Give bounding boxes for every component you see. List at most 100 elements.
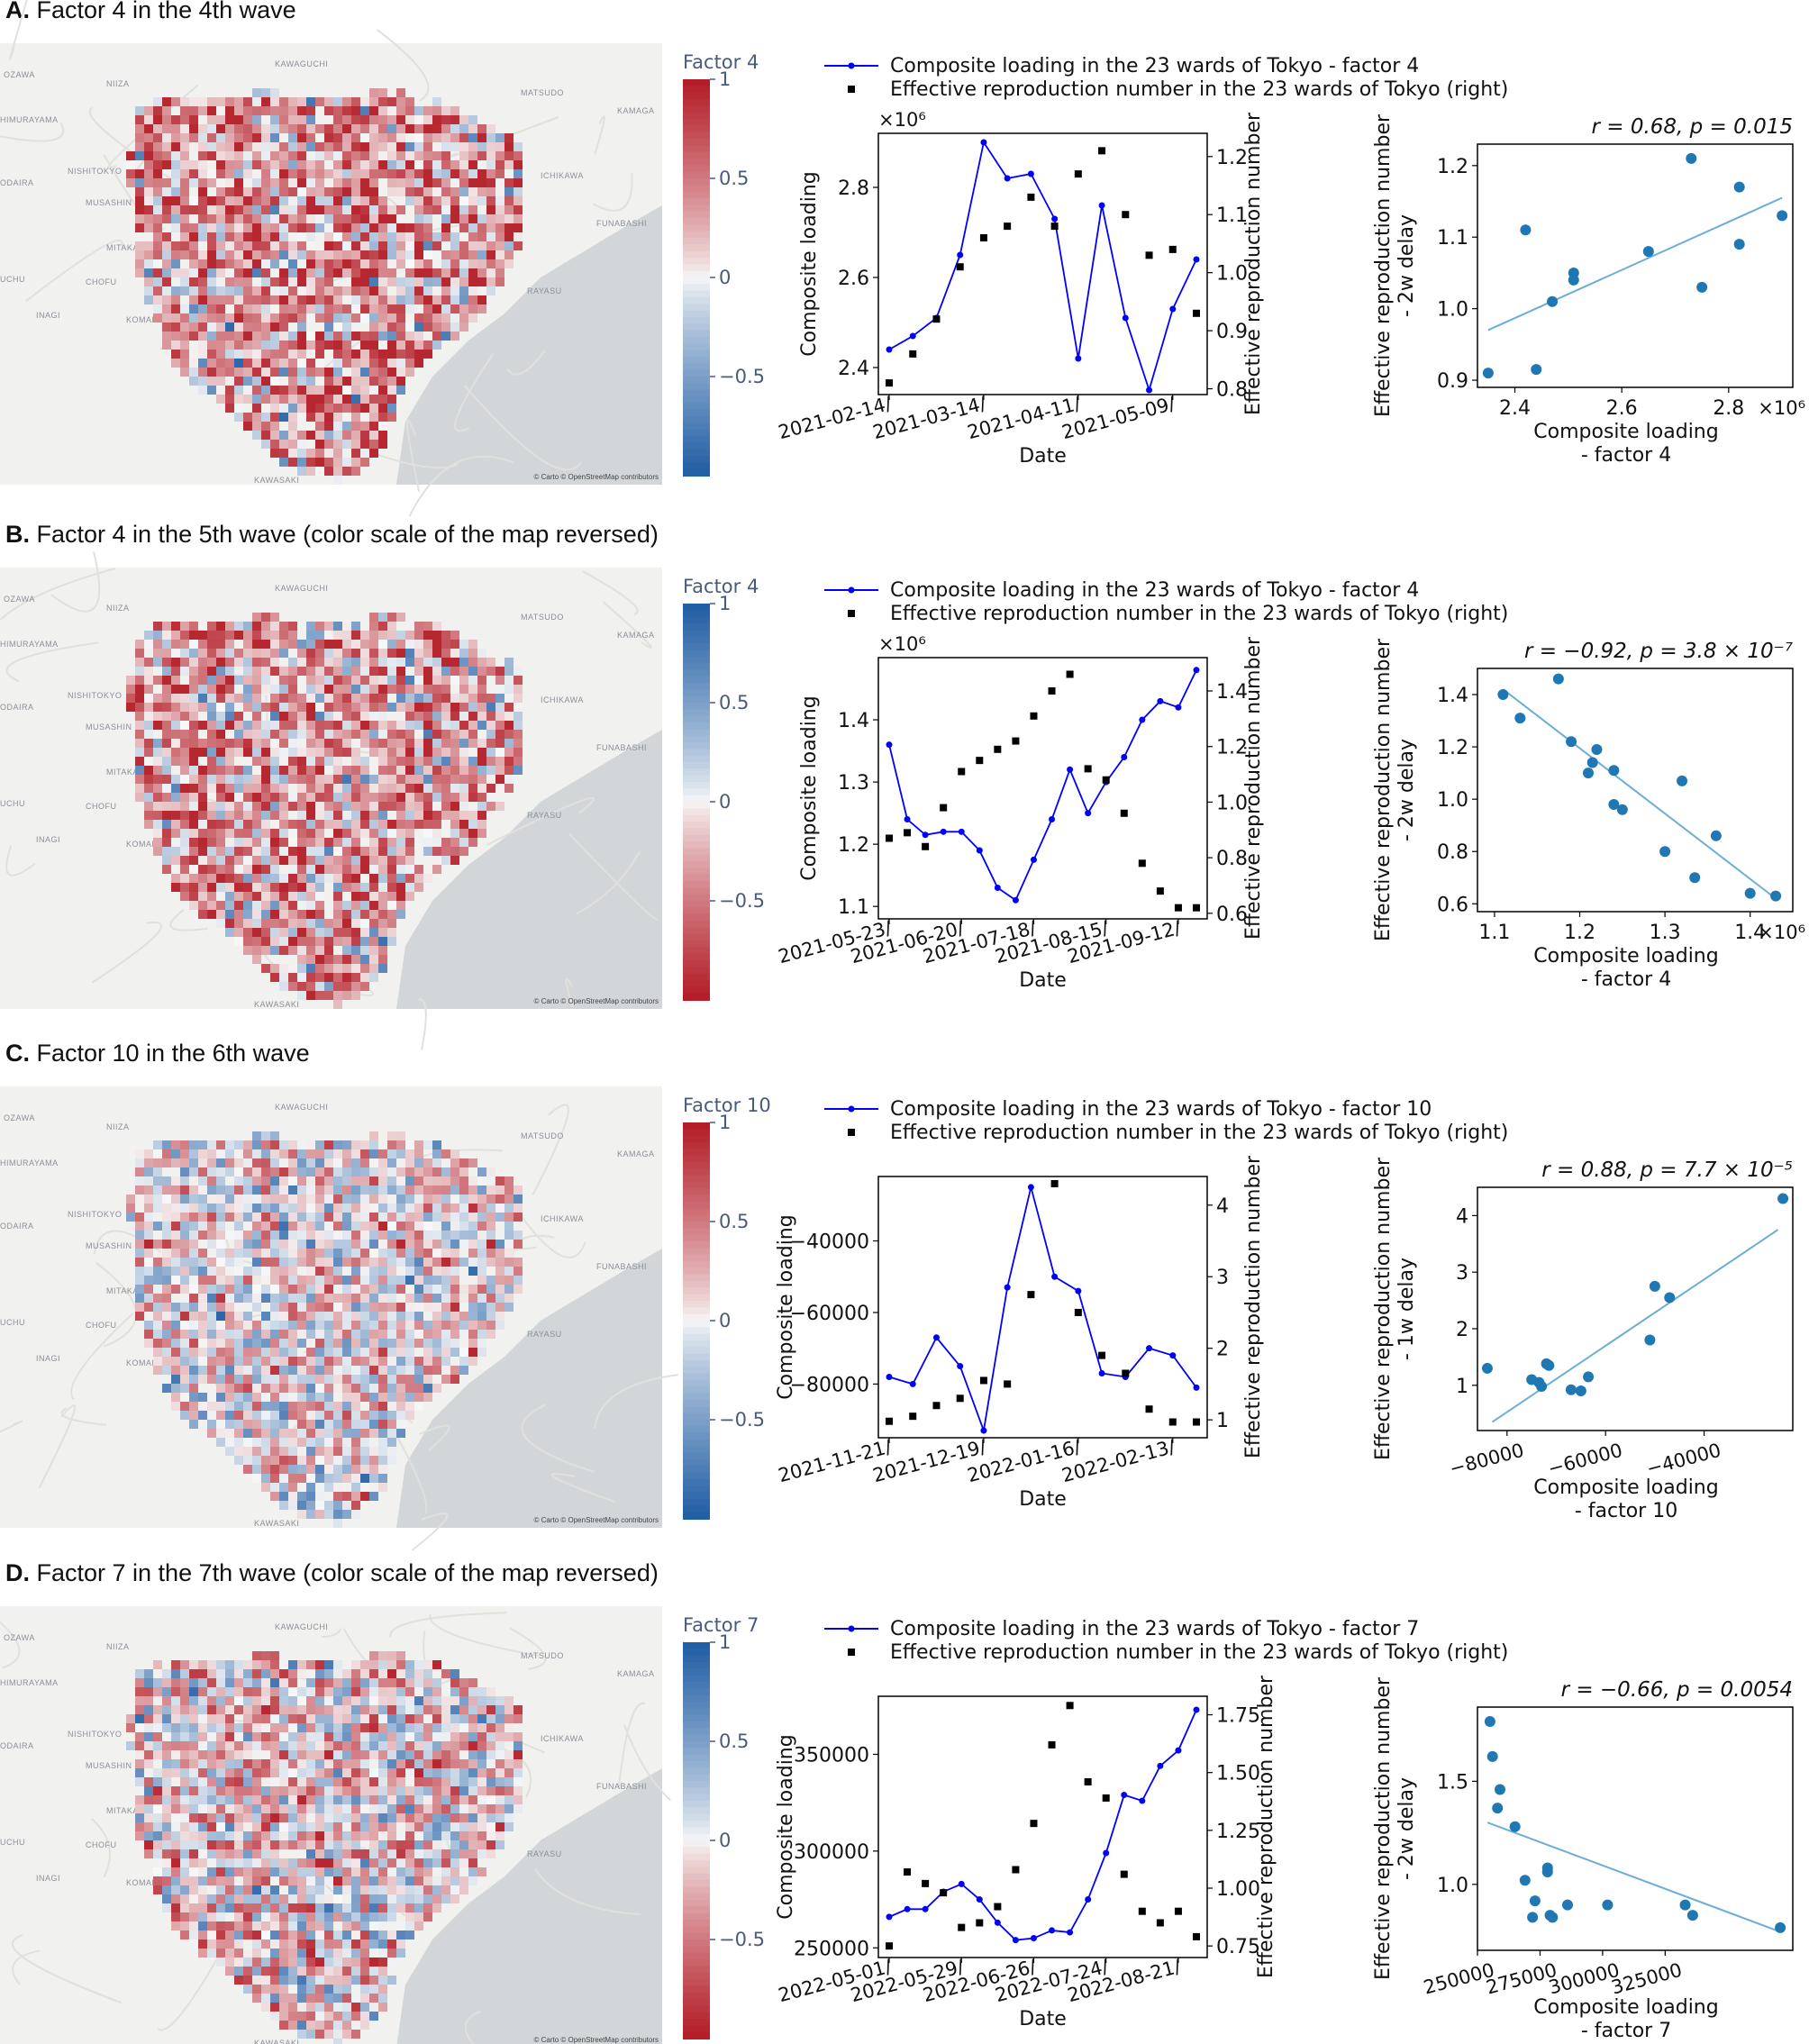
- map-cell: [486, 1294, 495, 1303]
- map-cell: [360, 1204, 369, 1213]
- map-cell: [180, 1393, 189, 1402]
- colorbar-segment: [683, 874, 710, 882]
- map-cell: [351, 1348, 360, 1357]
- map-cell: [351, 205, 360, 214]
- map-cell: [396, 1249, 405, 1258]
- map-cell: [252, 214, 261, 223]
- map-cell: [171, 883, 180, 892]
- map-cell: [396, 106, 405, 115]
- map-cell: [243, 1285, 252, 1294]
- map-cell: [279, 1420, 288, 1429]
- map-cell: [153, 1267, 162, 1276]
- map-cell: [459, 1158, 468, 1167]
- map-cell: [405, 847, 414, 856]
- map-cell: [171, 350, 180, 359]
- map-cell: [198, 232, 207, 241]
- map-cell: [225, 847, 234, 856]
- map-cell: [423, 232, 432, 241]
- map-cell: [423, 802, 432, 811]
- map-cell: [171, 1267, 180, 1276]
- map-cell: [396, 304, 405, 313]
- map-cell: [225, 151, 234, 160]
- map-cell: [135, 1240, 144, 1249]
- map-cell: [216, 622, 225, 631]
- map-cell: [423, 622, 432, 631]
- map-cell: [189, 1714, 198, 1723]
- scatter-y-tick-label: 0.6: [1437, 894, 1468, 916]
- colorbar-segment: [683, 1313, 710, 1322]
- map-cell: [279, 142, 288, 151]
- map-cell: [441, 838, 450, 847]
- map-cell: [450, 829, 459, 838]
- map-cell: [486, 1732, 495, 1741]
- map-cell: [252, 901, 261, 910]
- map-cell: [306, 1357, 315, 1366]
- map-cell: [279, 1366, 288, 1375]
- loading-point: [1075, 355, 1082, 362]
- colorbar-tick-label: 0: [719, 1310, 731, 1331]
- map-cell: [225, 1204, 234, 1213]
- map-cell: [342, 1402, 351, 1411]
- map-cell: [207, 196, 216, 205]
- map-cell: [207, 865, 216, 874]
- map-cell: [135, 1186, 144, 1195]
- map-cell: [360, 196, 369, 205]
- map-cell: [279, 1732, 288, 1741]
- colorbar-segment: [683, 436, 710, 444]
- map-cell: [234, 1339, 243, 1348]
- map-cell: [441, 784, 450, 793]
- map-cell: [180, 1158, 189, 1167]
- map-cell: [360, 1312, 369, 1321]
- map-cell: [162, 694, 171, 703]
- map-cell: [180, 1330, 189, 1339]
- map-cell: [333, 178, 342, 187]
- map-cell: [324, 658, 333, 667]
- map-cell: [144, 1258, 153, 1267]
- map-cell: [505, 1303, 514, 1312]
- map-cell: [198, 766, 207, 775]
- map-cell: [198, 250, 207, 259]
- colorbar-segment: [683, 1182, 710, 1190]
- map-cell: [351, 422, 360, 431]
- loading-point: [976, 847, 983, 854]
- map-cell: [189, 1669, 198, 1678]
- map-cell: [387, 631, 396, 640]
- map-cell: [180, 820, 189, 829]
- map-cell: [288, 187, 297, 196]
- map-cell: [189, 703, 198, 712]
- map-cell: [396, 151, 405, 160]
- map-cell: [468, 1240, 477, 1249]
- map-cell: [279, 232, 288, 241]
- map-cell: [342, 1705, 351, 1714]
- map-cell: [306, 205, 315, 214]
- map-cell: [171, 1375, 180, 1384]
- map-cell: [252, 1267, 261, 1276]
- map-cell: [378, 250, 387, 259]
- map-cell: [198, 1222, 207, 1231]
- map-cell: [252, 883, 261, 892]
- map-cell: [333, 142, 342, 151]
- map-cell: [477, 232, 486, 241]
- map-cell: [324, 811, 333, 820]
- map-cell: [378, 703, 387, 712]
- map-cell: [153, 1285, 162, 1294]
- map-place-label: RAYASU: [527, 1849, 562, 1858]
- map-cell: [189, 1213, 198, 1222]
- map-cell: [306, 115, 315, 124]
- map-cell: [342, 1732, 351, 1741]
- map-cell: [171, 295, 180, 304]
- map-cell: [153, 784, 162, 793]
- map-cell: [396, 874, 405, 883]
- map-cell: [432, 1149, 441, 1158]
- map-cell: [342, 1140, 351, 1149]
- colorbar-segment: [683, 604, 710, 612]
- map-cell: [279, 793, 288, 802]
- colorbar-segment: [683, 921, 710, 929]
- map-cell: [324, 1465, 333, 1474]
- map-cell: [351, 649, 360, 658]
- map-cell: [423, 1249, 432, 1258]
- map-cell: [414, 1660, 423, 1669]
- map-cell: [333, 413, 342, 422]
- map-cell: [414, 1687, 423, 1696]
- map-cell: [315, 829, 324, 838]
